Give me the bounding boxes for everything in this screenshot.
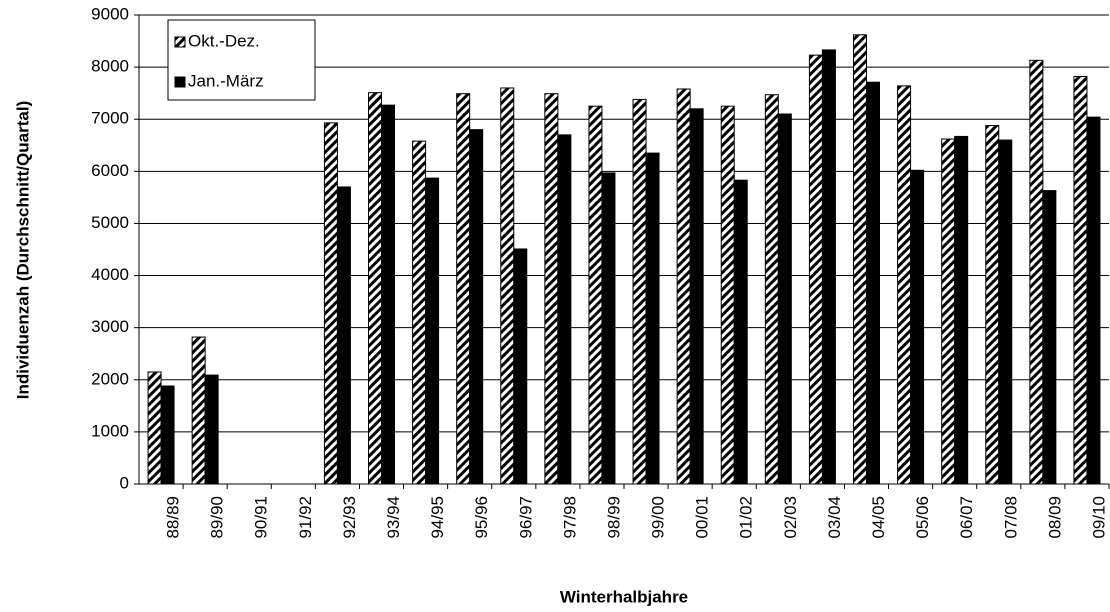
bar (323, 122, 338, 485)
y-tick-label: 0 (120, 473, 129, 492)
legend-label: Okt.-Dez. (188, 31, 260, 50)
bar (381, 104, 395, 485)
x-tick-label: 03/04 (825, 496, 844, 539)
bar (632, 98, 647, 485)
bar (513, 248, 528, 485)
x-tick-label: 07/08 (1001, 496, 1020, 539)
x-axis-title: Winterhalbjahre (560, 587, 688, 606)
x-tick-label: 04/05 (869, 496, 888, 539)
bar (456, 93, 471, 485)
y-tick-label: 4000 (91, 265, 129, 284)
legend-swatch (174, 36, 186, 48)
bar (676, 88, 691, 485)
bar (425, 177, 440, 485)
bar (412, 140, 427, 485)
x-tick-label: 01/02 (737, 496, 756, 539)
bar (777, 113, 792, 485)
bar (368, 92, 382, 485)
bar (1042, 190, 1057, 485)
bar (821, 49, 836, 485)
y-tick-label: 9000 (91, 4, 129, 23)
x-tick-label: 99/00 (649, 496, 668, 539)
bar (998, 139, 1013, 485)
x-tick-label: 94/95 (428, 496, 447, 539)
bar (764, 94, 779, 485)
y-tick-label: 1000 (91, 421, 129, 440)
bar (897, 85, 912, 485)
bar (733, 179, 748, 485)
y-tick-label: 8000 (91, 57, 129, 76)
x-tick-label: 02/03 (781, 496, 800, 539)
y-tick-label: 5000 (91, 213, 129, 232)
y-tick-label: 2000 (91, 369, 129, 388)
bar (853, 34, 867, 485)
bar (1029, 59, 1044, 485)
bar (941, 138, 956, 485)
y-tick-label: 7000 (91, 109, 129, 128)
bar (808, 54, 823, 485)
bar (866, 81, 880, 485)
legend-box (167, 19, 316, 101)
x-tick-label: 88/89 (164, 496, 183, 539)
bar (910, 169, 925, 485)
x-tick-label: 96/97 (516, 496, 535, 539)
legend-label: Jan.-März (188, 71, 264, 90)
x-tick-label: 05/06 (913, 496, 932, 539)
bar (588, 105, 603, 485)
bar (1086, 116, 1101, 485)
bar (500, 87, 515, 485)
bar (954, 135, 969, 485)
x-tick-label: 08/09 (1045, 496, 1064, 539)
bar (689, 108, 704, 485)
y-axis-title: Individuenzah (Durchschnitt/Quartal) (13, 101, 32, 399)
bar (720, 105, 735, 485)
bar (557, 134, 572, 485)
bar (469, 129, 484, 485)
y-tick-label: 3000 (91, 317, 129, 336)
bar (147, 371, 162, 485)
x-tick-label: 00/01 (693, 496, 712, 539)
x-tick-label: 06/07 (957, 496, 976, 539)
x-tick-label: 90/91 (252, 496, 271, 539)
x-tick-label: 98/99 (604, 496, 623, 539)
x-tick-label: 09/10 (1089, 496, 1108, 539)
bar (1073, 75, 1088, 485)
x-tick-label: 92/93 (340, 496, 359, 539)
x-tick-label: 89/90 (208, 496, 227, 539)
x-tick-label: 93/94 (384, 496, 403, 539)
bar (601, 172, 616, 485)
bar (160, 385, 175, 485)
x-tick-label: 91/92 (296, 496, 315, 539)
bar (204, 374, 219, 485)
bar (645, 152, 660, 485)
bar (191, 336, 206, 485)
bar (544, 93, 559, 485)
x-tick-label: 95/96 (472, 496, 491, 539)
y-tick-label: 6000 (91, 161, 129, 180)
bar (985, 124, 1000, 485)
bar (336, 186, 351, 485)
x-tick-label: 97/98 (560, 496, 579, 539)
legend-swatch (174, 76, 186, 88)
